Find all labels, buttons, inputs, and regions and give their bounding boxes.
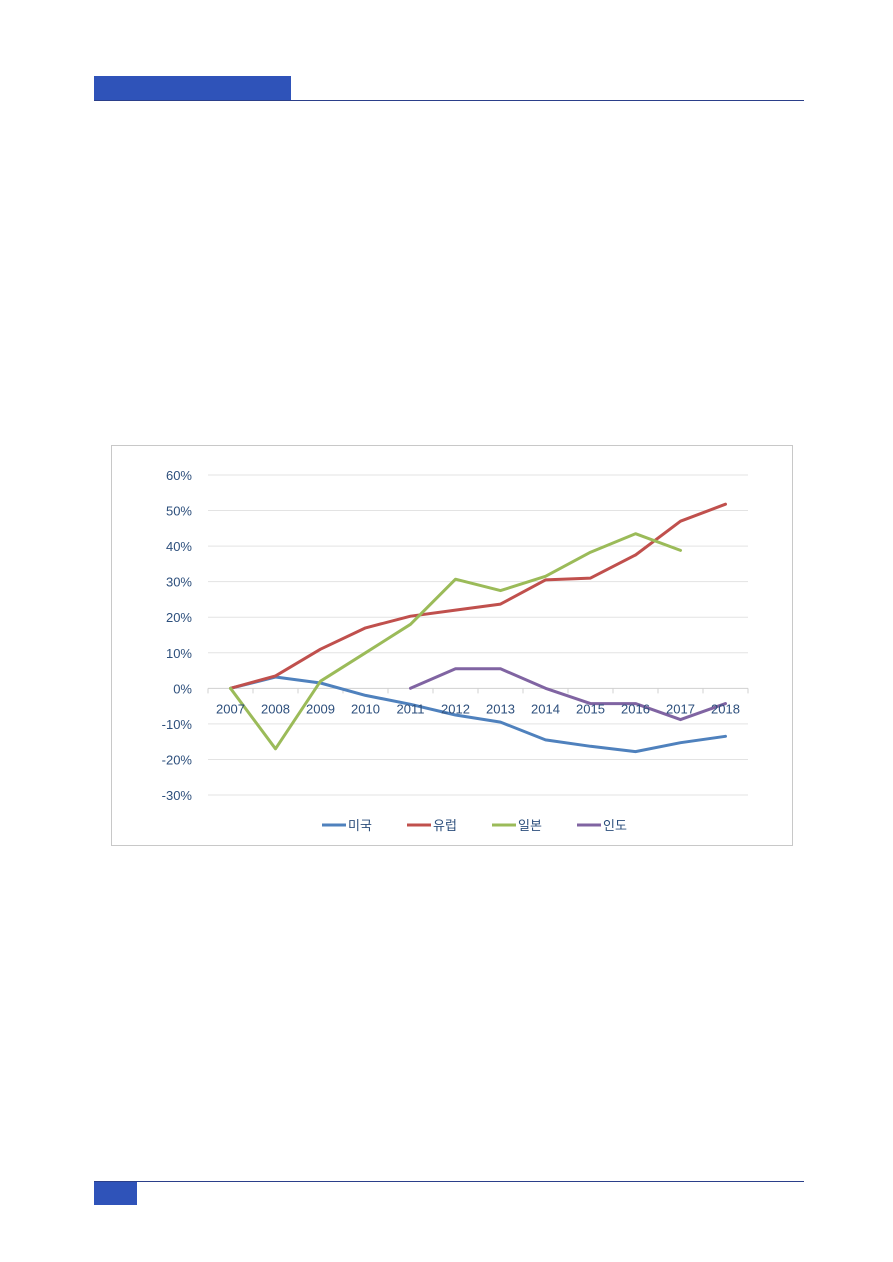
header-rule bbox=[94, 100, 804, 101]
footer-rule bbox=[94, 1181, 804, 1182]
footer-accent-bar bbox=[94, 1182, 137, 1205]
chart-frame bbox=[111, 445, 793, 846]
header-accent-bar bbox=[94, 76, 291, 100]
